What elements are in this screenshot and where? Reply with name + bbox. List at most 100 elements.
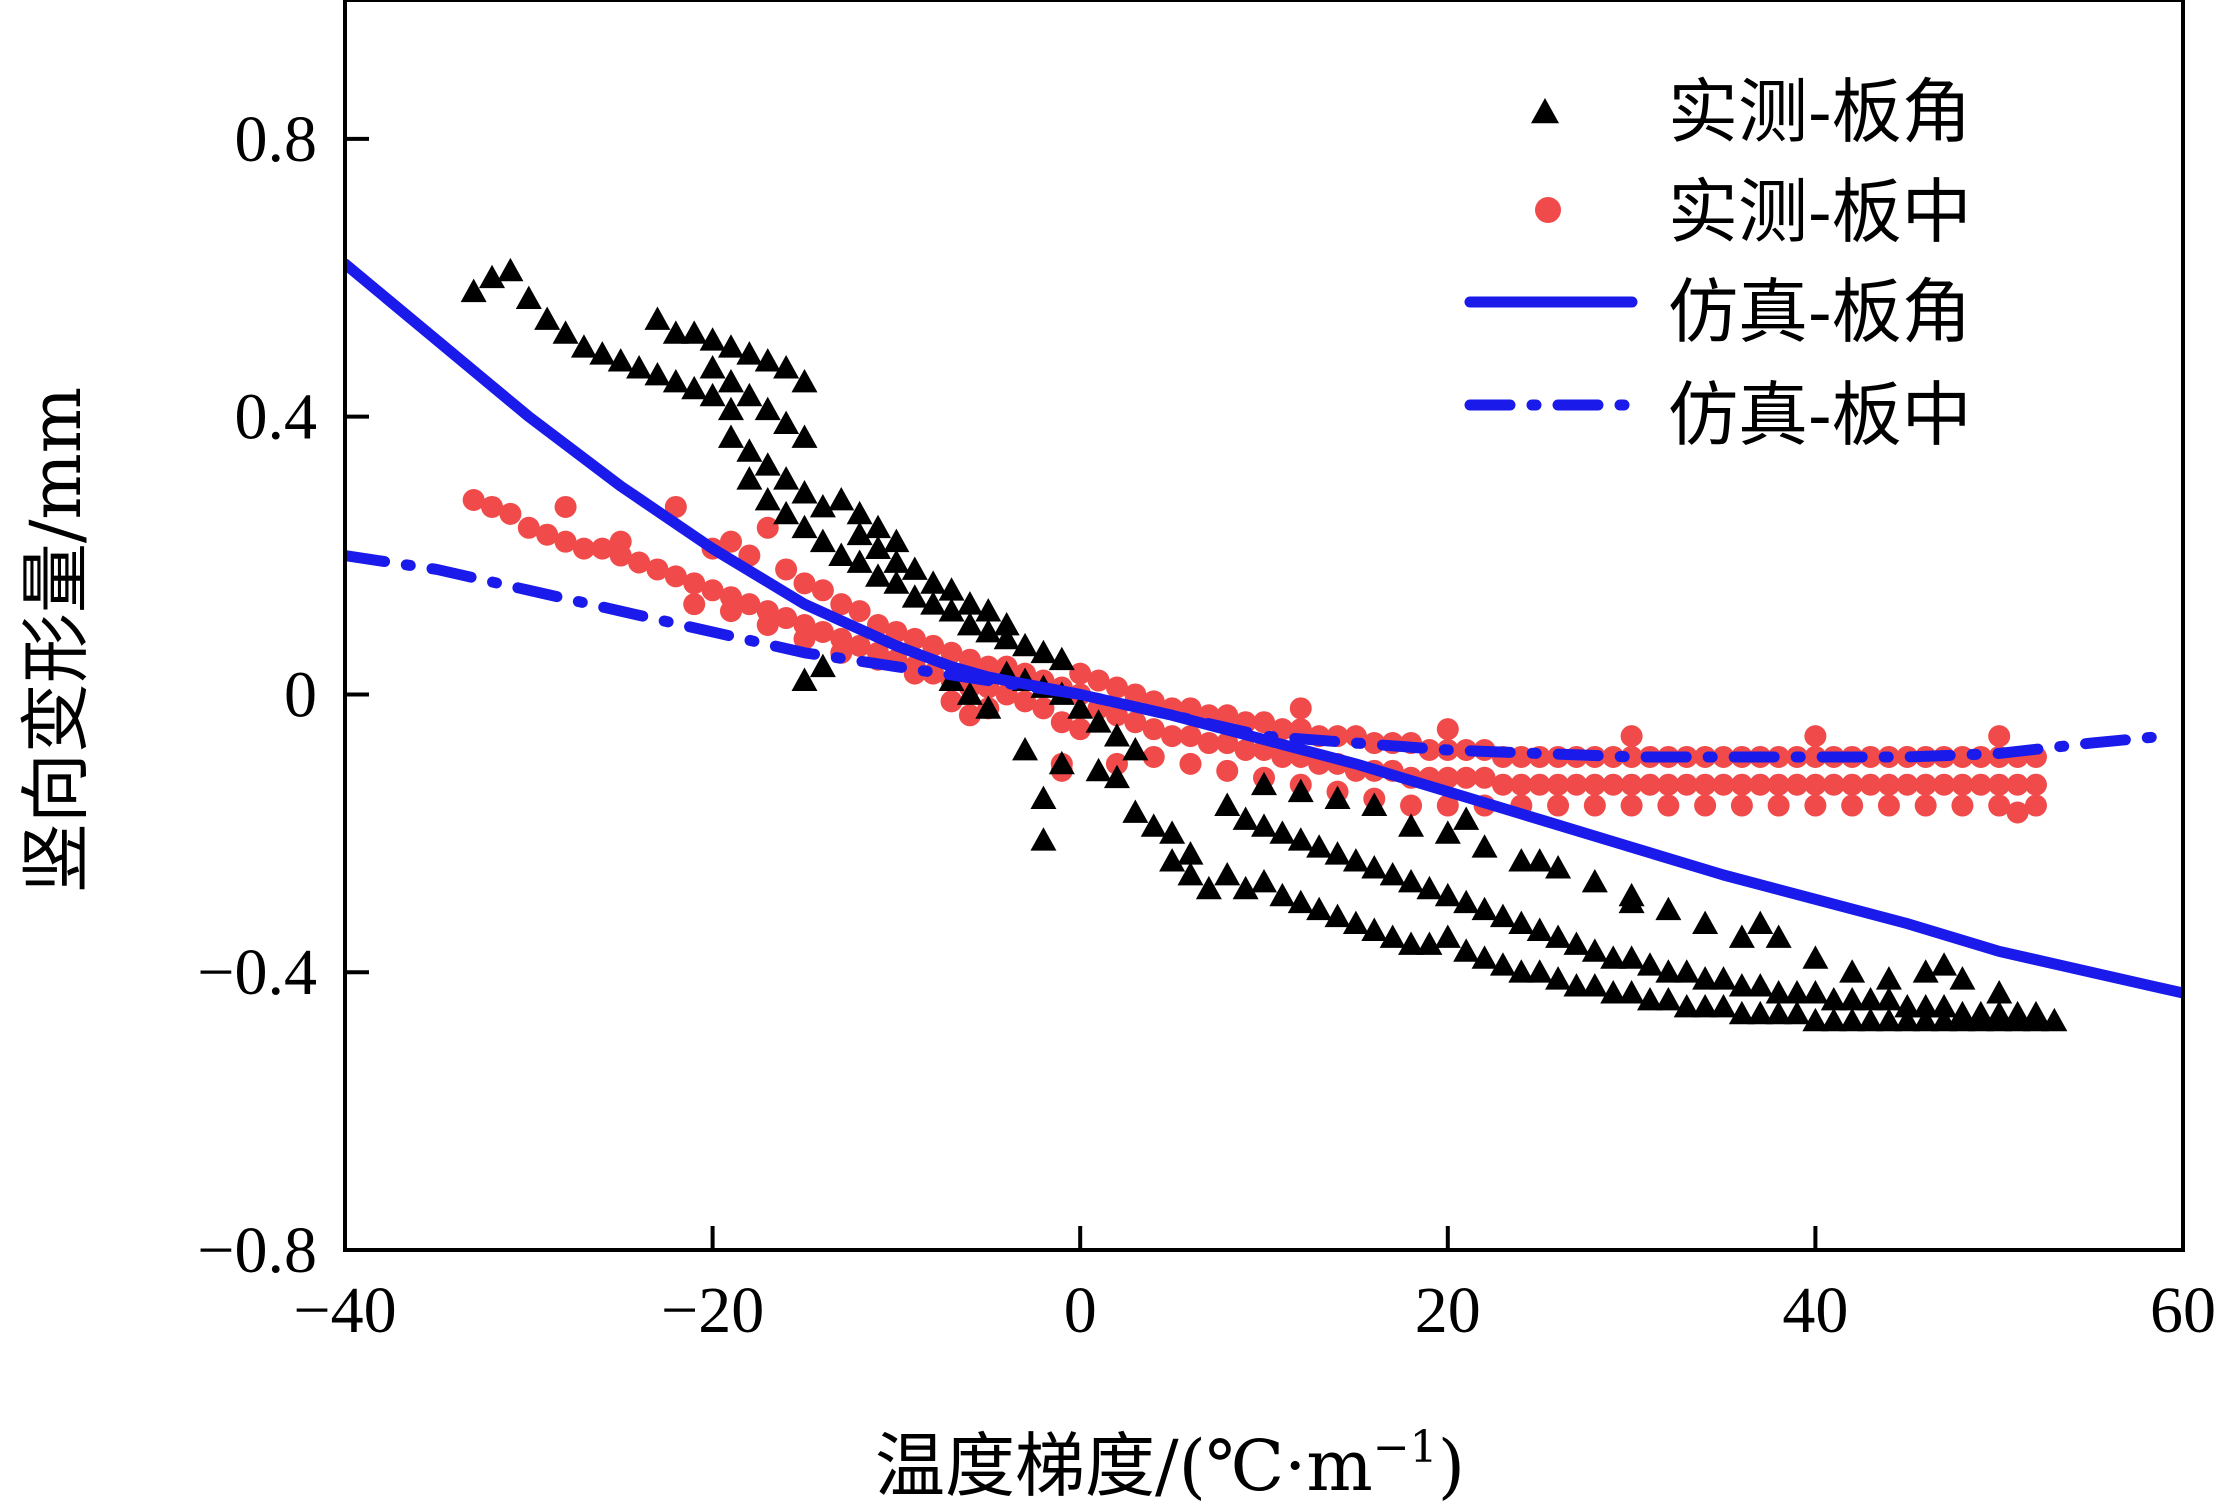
data-point-triangle (1802, 1007, 1829, 1032)
data-point-triangle (1214, 792, 1241, 816)
data-point-triangle (1802, 980, 1829, 1004)
data-point-triangle (1085, 757, 1112, 782)
data-point-circle (683, 572, 706, 595)
x-axis-title: 温度梯度/(℃·m−1) (875, 1422, 1465, 1507)
data-point-circle (1657, 773, 1680, 796)
data-point-circle (1620, 773, 1643, 796)
data-point-triangle (901, 584, 928, 608)
data-point-triangle (681, 375, 708, 400)
data-point-circle (1179, 752, 1202, 775)
data-point-circle (1859, 745, 1882, 768)
data-point-circle (1087, 669, 1110, 692)
data-point-circle (1179, 725, 1202, 748)
data-point-circle (1804, 773, 1827, 796)
data-point-triangle (1140, 813, 1167, 837)
data-point-triangle (1600, 945, 1627, 969)
data-point-triangle (1177, 862, 1204, 886)
data-point-triangle (1820, 987, 1847, 1011)
data-point-triangle (1471, 945, 1498, 969)
data-point-circle (683, 593, 706, 616)
data-point-circle (1951, 794, 1974, 817)
data-point-triangle (1931, 993, 1958, 1018)
data-point-triangle (1012, 737, 1039, 761)
data-point-circle (1767, 794, 1790, 817)
data-point-triangle (1324, 841, 1351, 865)
data-point-circle (1400, 794, 1423, 817)
series-layer (345, 257, 2183, 1032)
data-point-triangle (515, 285, 542, 310)
data-point-triangle (1600, 980, 1627, 1004)
data-point-circle (1142, 718, 1165, 741)
plot-frame (343, 0, 2185, 1252)
data-point-triangle (975, 695, 1002, 719)
data-point-triangle (754, 348, 781, 372)
data-point-circle (1491, 773, 1514, 796)
data-point-circle (1455, 766, 1478, 789)
data-point-circle (1436, 794, 1459, 817)
data-point-triangle (1122, 737, 1149, 761)
data-point-triangle (1398, 868, 1425, 893)
data-point-circle (1914, 773, 1937, 796)
data-point-triangle (1287, 778, 1314, 803)
data-point-triangle (1306, 896, 1333, 921)
data-point-triangle (1545, 855, 1572, 879)
data-point-triangle (1894, 993, 1921, 1018)
data-point-circle (628, 551, 651, 574)
data-point-triangle (1875, 966, 1902, 990)
data-point-circle (1602, 773, 1625, 796)
data-point-triangle (717, 334, 744, 358)
data-point-triangle (1545, 924, 1572, 948)
data-point-triangle (717, 368, 744, 393)
legend-marker-triangle (1531, 98, 1559, 124)
y-axis-title: 竖向变形量/mm (15, 387, 97, 893)
data-point-circle (738, 593, 761, 616)
data-point-triangle (938, 598, 965, 622)
data-point-circle (830, 593, 853, 616)
data-point-circle (664, 495, 687, 518)
data-point-triangle (1802, 945, 1829, 969)
data-point-triangle (901, 556, 928, 580)
data-point-triangle (1931, 1007, 1958, 1032)
data-point-triangle (1103, 764, 1130, 789)
data-point-triangle (1471, 896, 1498, 921)
x-tick-label: −40 (293, 1274, 396, 1347)
data-point-triangle (736, 438, 763, 462)
data-point-triangle (791, 667, 818, 691)
data-point-circle (719, 530, 742, 553)
data-point-triangle (773, 500, 800, 525)
data-point-triangle (1471, 834, 1498, 858)
x-axis-title-end: ) (1438, 1425, 1465, 1507)
data-point-circle (940, 690, 963, 713)
data-point-triangle (1508, 910, 1535, 935)
data-point-circle (1933, 773, 1956, 796)
data-point-triangle (1986, 980, 2013, 1004)
data-point-circle (1859, 773, 1882, 796)
data-point-triangle (497, 257, 524, 282)
data-point-triangle (1195, 875, 1222, 900)
data-point-circle (1473, 766, 1496, 789)
data-point-circle (1730, 794, 1753, 817)
data-point-triangle (1692, 966, 1719, 990)
data-point-circle (756, 614, 779, 636)
data-point-circle (1877, 794, 1900, 817)
data-point-circle (646, 558, 669, 581)
data-point-circle (811, 579, 834, 602)
data-point-circle (1583, 773, 1606, 796)
data-point-circle (1804, 794, 1827, 817)
data-point-triangle (1251, 868, 1277, 893)
data-point-triangle (1875, 987, 1902, 1011)
data-point-triangle (1434, 882, 1461, 907)
data-point-triangle (828, 542, 855, 566)
legend-item: 实测-板中 (1535, 171, 1972, 253)
data-point-circle (1620, 745, 1643, 768)
data-point-triangle (1067, 695, 1094, 719)
data-point-triangle (1765, 980, 1792, 1004)
data-point-circle (793, 627, 816, 650)
data-point-triangle (975, 618, 1002, 643)
data-point-triangle (644, 306, 671, 330)
data-point-triangle (846, 549, 873, 573)
data-point-triangle (865, 514, 892, 539)
legend-marker-circle (1535, 197, 1561, 223)
data-point-circle (1804, 725, 1827, 748)
